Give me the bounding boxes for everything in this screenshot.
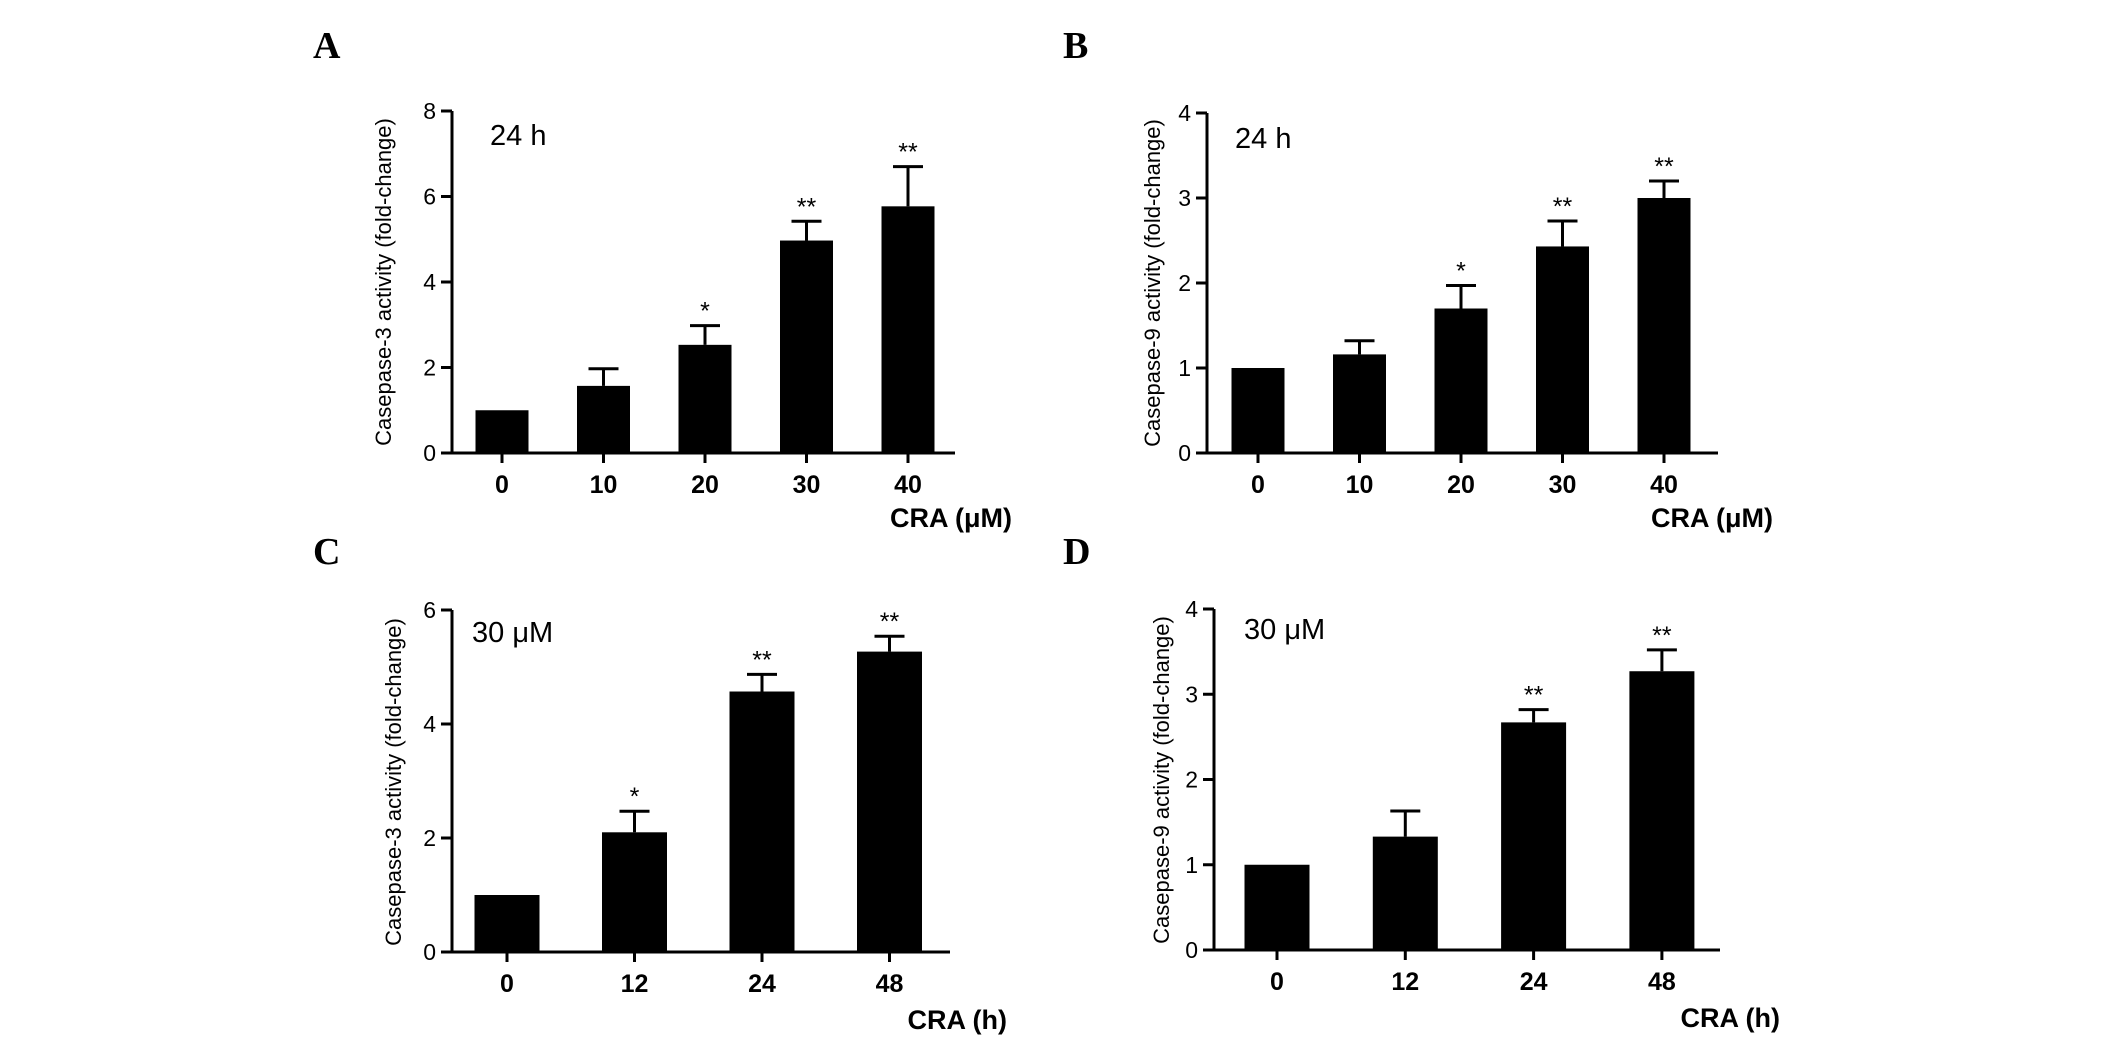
bar: [678, 344, 732, 453]
y-tick-label: 4: [423, 269, 436, 295]
panel-letter: D: [1063, 531, 1090, 573]
y-tick-label: 3: [1178, 185, 1191, 211]
x-tick-label: 0: [500, 970, 514, 998]
condition-annotation: 24 h: [1235, 123, 1291, 155]
x-tick-label: 0: [1251, 471, 1265, 499]
y-tick-label: 2: [423, 355, 436, 381]
x-tick-label: 30: [793, 471, 821, 499]
x-tick-label: 10: [590, 471, 618, 499]
significance-marker: *: [630, 783, 640, 811]
bar: [1501, 722, 1567, 950]
bar: [1333, 354, 1386, 453]
significance-marker: **: [1654, 153, 1674, 181]
significance-marker: **: [1553, 193, 1573, 221]
y-tick-label: 4: [1185, 596, 1198, 622]
y-tick-label: 3: [1185, 681, 1198, 707]
x-tick-label: 24: [748, 970, 776, 998]
x-tick-label: 30: [1549, 471, 1577, 499]
condition-annotation: 30 μM: [472, 617, 553, 649]
panel-letter: B: [1063, 25, 1088, 67]
significance-marker: **: [1652, 622, 1672, 650]
bar: [780, 240, 833, 453]
significance-marker: *: [700, 298, 710, 326]
bar: [1637, 198, 1691, 453]
y-tick-label: 4: [423, 711, 436, 737]
y-axis-label: Casepase-3 activity (fold-change): [381, 618, 406, 946]
x-tick-label: 48: [876, 970, 904, 998]
y-tick-label: 0: [1185, 937, 1198, 963]
y-axis-label: Casepase-9 activity (fold-change): [1140, 119, 1165, 447]
y-tick-label: 0: [1178, 440, 1191, 466]
y-axis-label: Casepase-9 activity (fold-change): [1149, 616, 1174, 944]
x-axis-label: CRA (μM): [890, 503, 1012, 533]
y-tick-label: 4: [1178, 100, 1191, 126]
condition-annotation: 24 h: [490, 120, 546, 152]
bar: [1372, 836, 1438, 950]
x-tick-label: 10: [1346, 471, 1374, 499]
significance-marker: **: [880, 608, 900, 636]
y-tick-label: 8: [423, 98, 436, 124]
bar: [475, 410, 529, 453]
y-tick-label: 2: [423, 825, 436, 851]
y-tick-label: 6: [423, 184, 436, 210]
x-tick-label: 0: [495, 471, 509, 499]
bar: [881, 206, 935, 453]
bar: [1244, 864, 1310, 950]
panel-letter: C: [313, 531, 340, 573]
panel-letter: A: [313, 25, 341, 67]
x-tick-label: 0: [1270, 968, 1284, 996]
bar: [1536, 246, 1589, 453]
y-tick-label: 2: [1185, 767, 1198, 793]
y-tick-label: 0: [423, 440, 436, 466]
x-axis-label: CRA (μM): [1651, 503, 1773, 533]
x-tick-label: 12: [1391, 968, 1419, 996]
y-tick-label: 0: [423, 939, 436, 965]
significance-marker: **: [1524, 682, 1544, 710]
bar: [1434, 308, 1488, 453]
bar: [729, 691, 795, 952]
x-tick-label: 40: [894, 471, 922, 499]
x-axis-label: CRA (h): [908, 1005, 1007, 1035]
x-tick-label: 48: [1648, 968, 1676, 996]
x-axis-label: CRA (h): [1681, 1003, 1780, 1033]
bar: [1231, 368, 1285, 453]
significance-marker: **: [898, 139, 918, 167]
significance-marker: **: [752, 646, 772, 674]
y-tick-label: 2: [1178, 270, 1191, 296]
y-tick-label: 6: [423, 597, 436, 623]
bar: [1629, 671, 1695, 950]
y-axis-label: Casepase-3 activity (fold-change): [371, 118, 396, 446]
chart-panel-a: A 0 2 4 6 8 0 10 20 * 30 ** 40 ** 24 h Casepase-3 activ…: [313, 25, 1012, 533]
x-tick-label: 12: [621, 970, 649, 998]
y-tick-label: 1: [1185, 852, 1198, 878]
bar: [577, 385, 630, 453]
condition-annotation: 30 μM: [1244, 614, 1325, 646]
x-tick-label: 40: [1650, 471, 1678, 499]
bar: [474, 895, 540, 952]
significance-marker: **: [797, 193, 817, 221]
y-tick-label: 1: [1178, 355, 1191, 381]
significance-marker: *: [1456, 258, 1466, 286]
bar: [857, 651, 922, 952]
x-tick-label: 20: [1447, 471, 1475, 499]
x-tick-label: 20: [691, 471, 719, 499]
bar: [602, 832, 667, 952]
x-tick-label: 24: [1520, 968, 1548, 996]
